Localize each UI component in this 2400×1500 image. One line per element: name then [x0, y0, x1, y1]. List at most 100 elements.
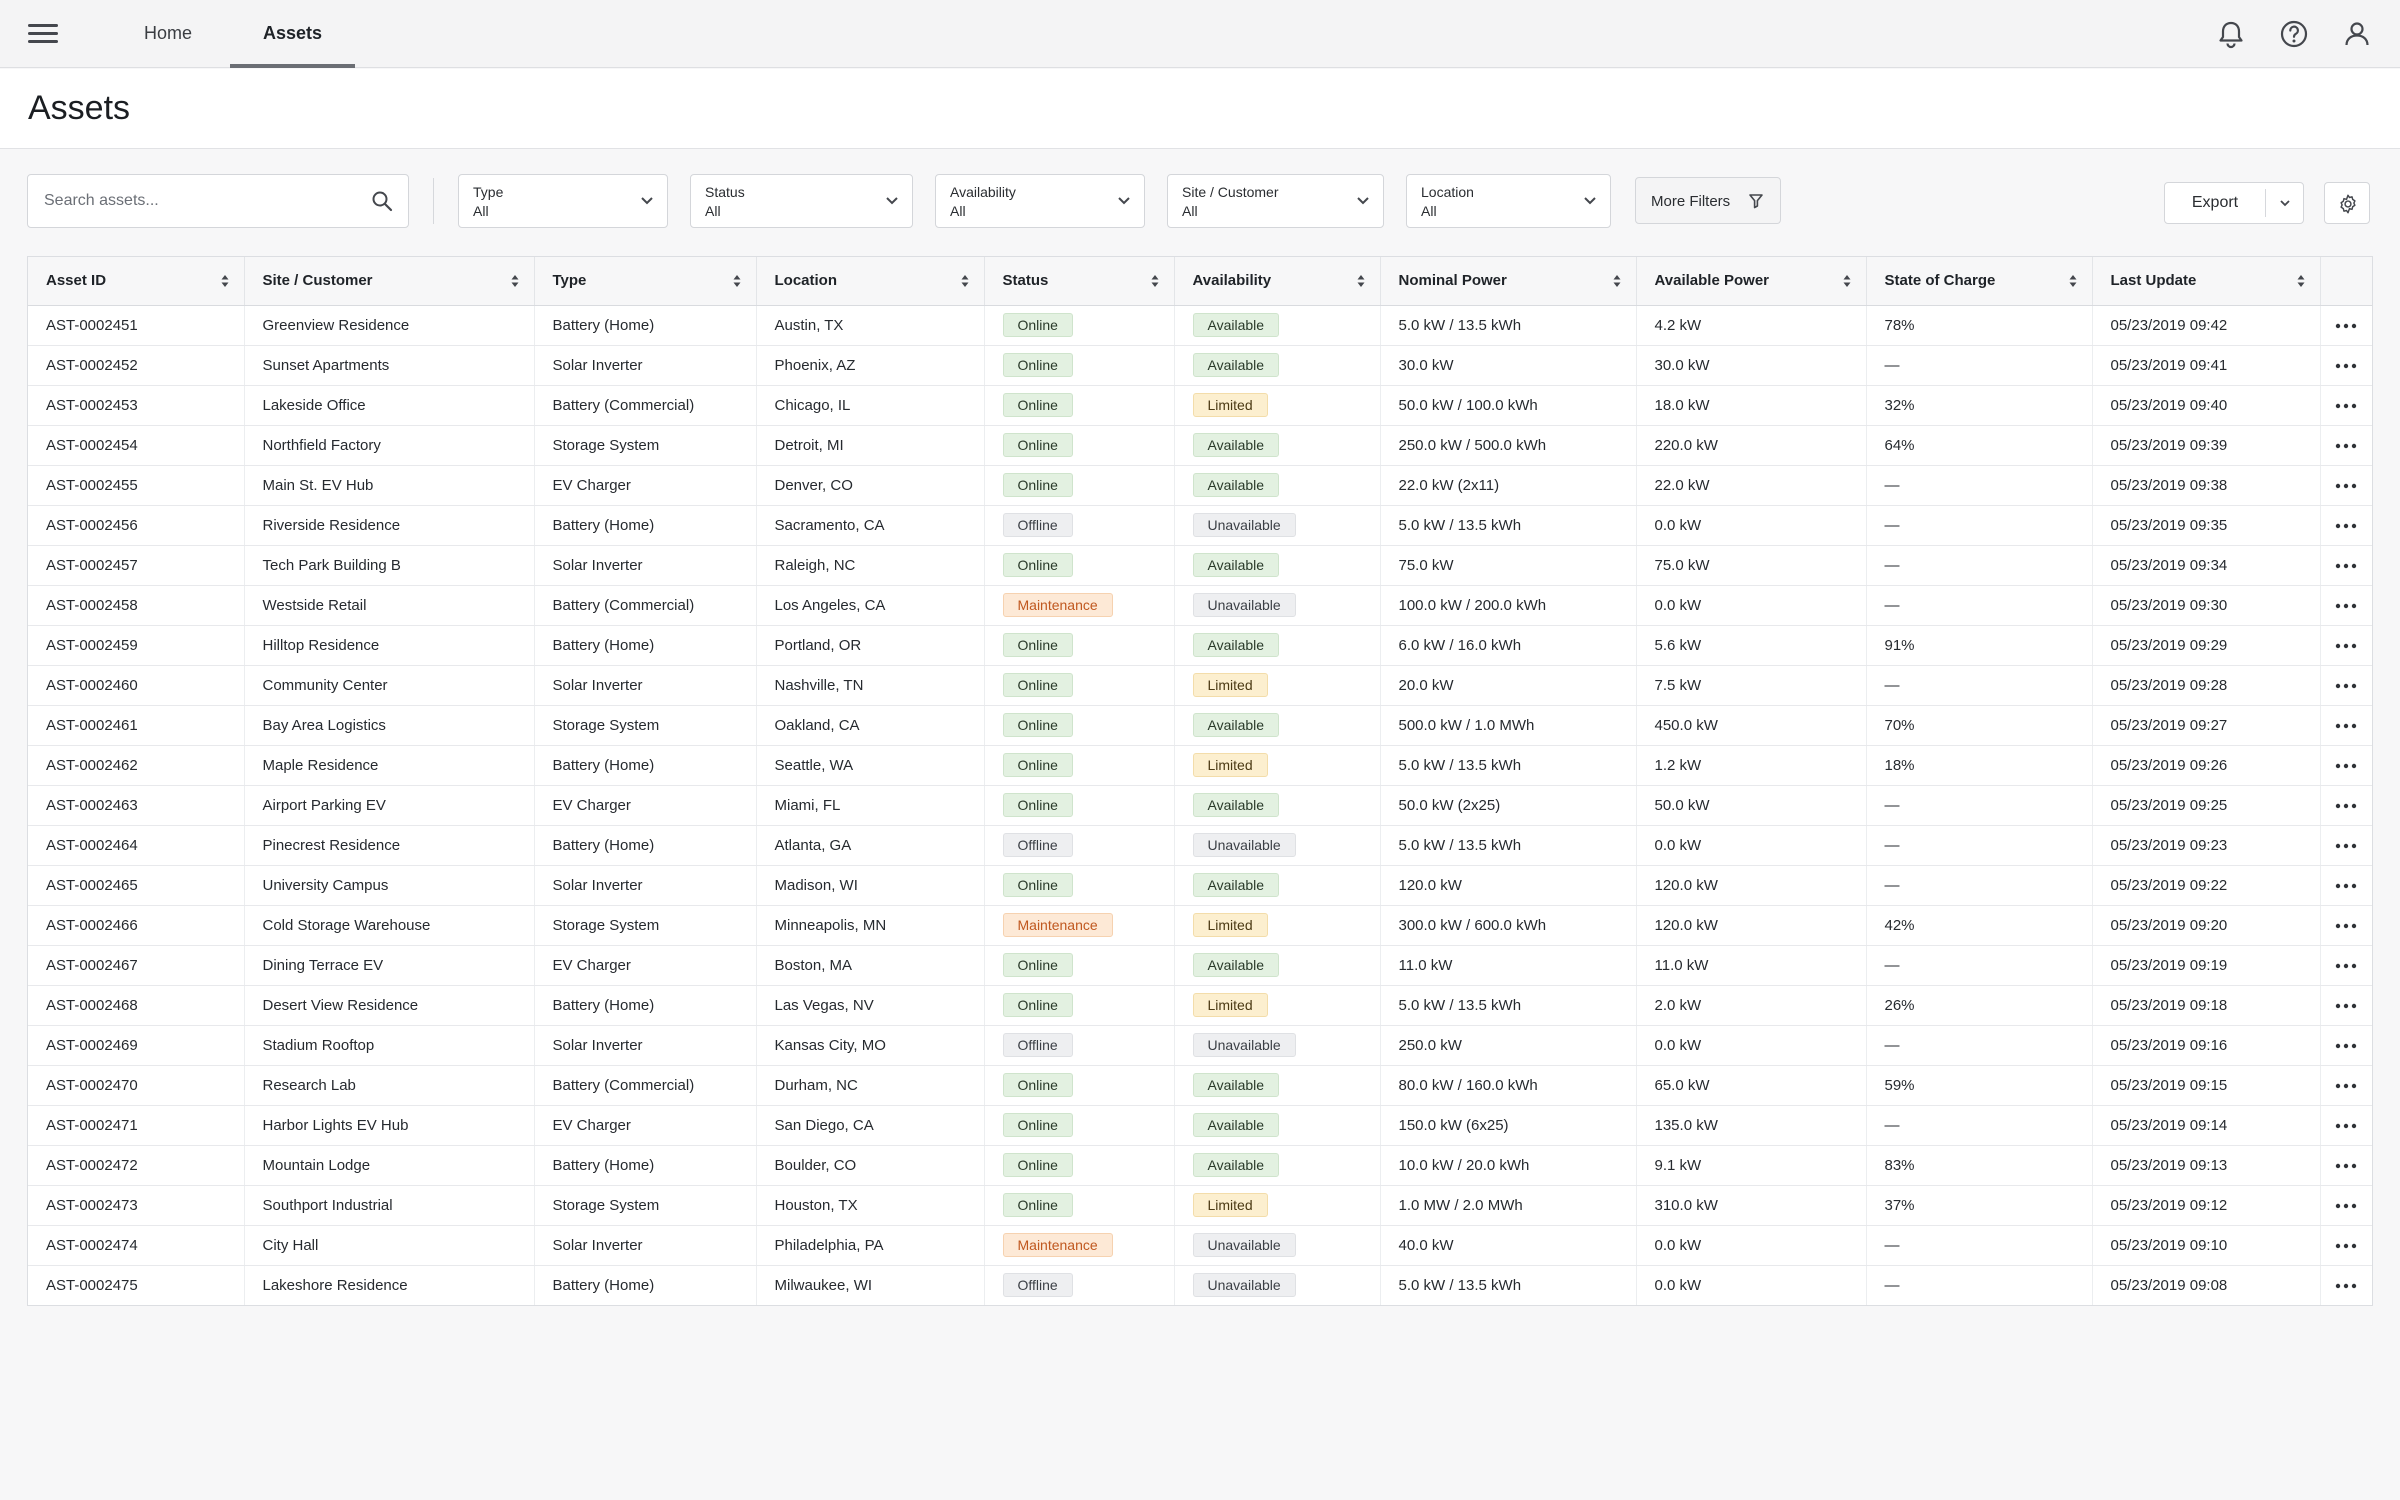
table-row[interactable]: AST-0002457 Tech Park Building B Solar Inv…	[28, 545, 2372, 586]
menu-icon[interactable]	[28, 20, 58, 48]
table-row[interactable]: AST-0002461 Bay Area Logistics Storage Sys…	[28, 705, 2372, 746]
more-horizontal-icon[interactable]	[2334, 562, 2358, 570]
bell-icon[interactable]	[2214, 17, 2248, 51]
more-horizontal-icon[interactable]	[2334, 362, 2358, 370]
cell-site-customer: Hilltop Residence	[244, 625, 535, 666]
table-row[interactable]: AST-0002462 Maple Residence Battery (Home)…	[28, 745, 2372, 786]
table-row[interactable]: AST-0002460 Community Center Solar Inverte…	[28, 665, 2372, 706]
column-header-asset-id[interactable]: Asset ID	[28, 257, 245, 306]
cell-available-power: 0.0 kW	[1636, 825, 1867, 866]
cell-availability: Limited	[1174, 385, 1381, 426]
more-horizontal-icon[interactable]	[2334, 1282, 2358, 1290]
filter-site-customer[interactable]: Site / Customer All	[1167, 174, 1384, 228]
cell-site-customer: Southport Industrial	[244, 1185, 535, 1226]
cell-asset-id: AST-0002466	[28, 905, 245, 946]
status-badge: Online	[1002, 993, 1073, 1017]
table-row[interactable]: AST-0002466 Cold Storage Warehouse Storage…	[28, 905, 2372, 946]
more-horizontal-icon[interactable]	[2334, 1162, 2358, 1170]
availability-badge: Available	[1192, 313, 1280, 337]
more-horizontal-icon[interactable]	[2334, 522, 2358, 530]
more-horizontal-icon[interactable]	[2334, 1002, 2358, 1010]
help-icon[interactable]	[2277, 17, 2311, 51]
column-header-availability[interactable]: Availability	[1174, 257, 1381, 306]
more-horizontal-icon[interactable]	[2334, 602, 2358, 610]
cell-availability: Limited	[1174, 1185, 1381, 1226]
more-horizontal-icon[interactable]	[2334, 1202, 2358, 1210]
table-row[interactable]: AST-0002454 Northfield Factory Storage Sys…	[28, 425, 2372, 466]
more-horizontal-icon[interactable]	[2334, 762, 2358, 770]
cell-actions	[2320, 1105, 2372, 1146]
table-row[interactable]: AST-0002473 Southport Industrial Storage S…	[28, 1185, 2372, 1226]
cell-asset-id: AST-0002457	[28, 545, 245, 586]
user-icon[interactable]	[2340, 17, 2374, 51]
more-horizontal-icon[interactable]	[2334, 922, 2358, 930]
more-horizontal-icon[interactable]	[2334, 442, 2358, 450]
more-horizontal-icon[interactable]	[2334, 1122, 2358, 1130]
column-header-site-customer[interactable]: Site / Customer	[244, 257, 535, 306]
column-header-nominal-power[interactable]: Nominal Power	[1380, 257, 1637, 306]
column-header-status[interactable]: Status	[984, 257, 1175, 306]
search-box	[27, 174, 409, 228]
status-badge: Online	[1002, 433, 1073, 457]
table-row[interactable]: AST-0002463 Airport Parking EV EV Charger M…	[28, 785, 2372, 826]
filter-value: All	[473, 203, 489, 219]
table-row[interactable]: AST-0002475 Lakeshore Residence Battery (H…	[28, 1265, 2372, 1305]
filter-status[interactable]: Status All	[690, 174, 913, 228]
table-row[interactable]: AST-0002465 University Campus Solar Invert…	[28, 865, 2372, 906]
table-row[interactable]: AST-0002455 Main St. EV Hub EV Charger Denv…	[28, 465, 2372, 506]
more-horizontal-icon[interactable]	[2334, 322, 2358, 330]
table-row[interactable]: AST-0002458 Westside Retail Battery (Comme…	[28, 585, 2372, 626]
more-horizontal-icon[interactable]	[2334, 642, 2358, 650]
table-row[interactable]: AST-0002467 Dining Terrace EV EV Charger Bo…	[28, 945, 2372, 986]
more-horizontal-icon[interactable]	[2334, 1042, 2358, 1050]
table-row[interactable]: AST-0002464 Pinecrest Residence Battery (H…	[28, 825, 2372, 866]
table-row[interactable]: AST-0002451 Greenview Residence Battery (H…	[28, 305, 2372, 346]
cell-asset-id: AST-0002459	[28, 625, 245, 666]
cell-actions	[2320, 1145, 2372, 1186]
search-icon[interactable]	[370, 189, 394, 213]
more-horizontal-icon[interactable]	[2334, 722, 2358, 730]
table-row[interactable]: AST-0002471 Harbor Lights EV Hub EV Charge…	[28, 1105, 2372, 1146]
cell-actions	[2320, 1265, 2372, 1305]
column-header-type[interactable]: Type	[534, 257, 757, 306]
more-horizontal-icon[interactable]	[2334, 802, 2358, 810]
more-horizontal-icon[interactable]	[2334, 1242, 2358, 1250]
export-dropdown-button[interactable]	[2266, 183, 2304, 223]
table-row[interactable]: AST-0002453 Lakeside Office Battery (Comme…	[28, 385, 2372, 426]
table-row[interactable]: AST-0002468 Desert View Residence Battery …	[28, 985, 2372, 1026]
table-row[interactable]: AST-0002459 Hilltop Residence Battery (Hom…	[28, 625, 2372, 666]
tab-home[interactable]: Home	[143, 23, 192, 43]
search-input[interactable]	[44, 175, 364, 227]
export-button[interactable]: Export	[2191, 194, 2239, 211]
table-settings-button[interactable]	[2324, 182, 2370, 224]
more-horizontal-icon[interactable]	[2334, 402, 2358, 410]
cell-location: Austin, TX	[756, 305, 985, 346]
filter-type[interactable]: Type All	[458, 174, 668, 228]
table-row[interactable]: AST-0002474 City Hall Solar Inverter Philad…	[28, 1225, 2372, 1266]
filter-location[interactable]: Location All	[1406, 174, 1611, 228]
filter-value: All	[1421, 203, 1437, 219]
column-header-last-update[interactable]: Last Update	[2092, 257, 2321, 306]
availability-badge: Available	[1192, 1073, 1280, 1097]
table-row[interactable]: AST-0002456 Riverside Residence Battery (H…	[28, 505, 2372, 546]
table-row[interactable]: AST-0002469 Stadium Rooftop Solar Inverter…	[28, 1025, 2372, 1066]
more-horizontal-icon[interactable]	[2334, 682, 2358, 690]
column-header-state-of-charge[interactable]: State of Charge	[1866, 257, 2093, 306]
table-row[interactable]: AST-0002470 Research Lab Battery (Commerci…	[28, 1065, 2372, 1106]
status-badge: Online	[1002, 313, 1073, 337]
cell-type: EV Charger	[534, 1105, 757, 1146]
column-header-available-power[interactable]: Available Power	[1636, 257, 1867, 306]
cell-actions	[2320, 385, 2372, 426]
filter-availability[interactable]: Availability All	[935, 174, 1145, 228]
more-horizontal-icon[interactable]	[2334, 1082, 2358, 1090]
table-row[interactable]: AST-0002472 Mountain Lodge Battery (Home) B…	[28, 1145, 2372, 1186]
cell-actions	[2320, 905, 2372, 946]
more-filters-button[interactable]: More Filters	[1635, 177, 1781, 224]
more-horizontal-icon[interactable]	[2334, 882, 2358, 890]
more-horizontal-icon[interactable]	[2334, 842, 2358, 850]
more-horizontal-icon[interactable]	[2334, 962, 2358, 970]
tab-assets[interactable]: Assets	[230, 0, 355, 68]
more-horizontal-icon[interactable]	[2334, 482, 2358, 490]
column-header-location[interactable]: Location	[756, 257, 985, 306]
table-row[interactable]: AST-0002452 Sunset Apartments Solar Invert…	[28, 345, 2372, 386]
